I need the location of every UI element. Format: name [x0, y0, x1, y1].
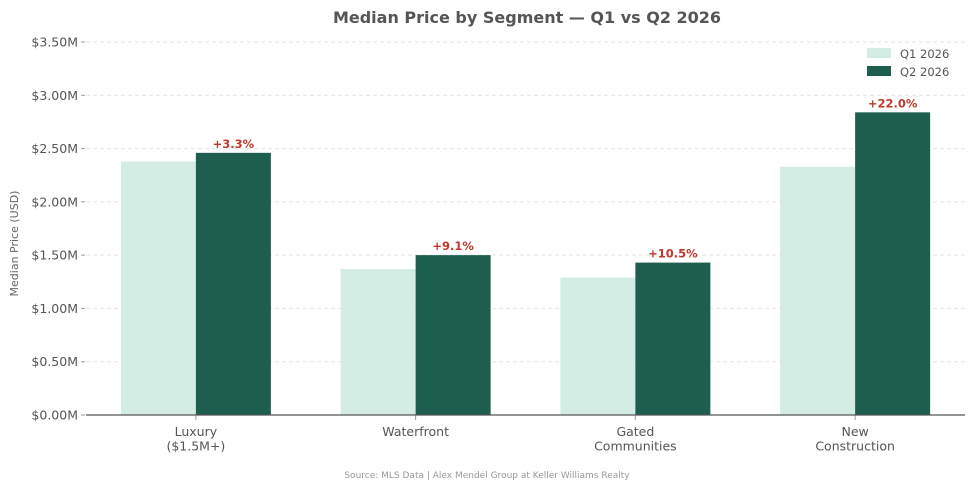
y-tick-label: $2.00M — [31, 194, 78, 209]
legend-label: Q1 2026 — [900, 47, 949, 61]
change-label: +3.3% — [213, 137, 255, 151]
x-tick-label: New — [841, 424, 868, 439]
bar-q2-2 — [635, 262, 711, 415]
legend-swatch-q1 — [867, 48, 891, 58]
y-tick-label: $3.50M — [31, 35, 78, 50]
bar-q1-1 — [340, 268, 416, 415]
legend-label: Q2 2026 — [900, 65, 949, 79]
x-tick-label: Waterfront — [382, 424, 449, 439]
bar-q2-1 — [415, 255, 491, 415]
y-tick-label: $0.50M — [31, 354, 78, 369]
x-tick-label: Luxury — [175, 424, 218, 439]
source-note: Source: MLS Data | Alex Mendel Group at … — [344, 471, 630, 481]
x-tick-label: Gated — [616, 424, 654, 439]
chart-title: Median Price by Segment — Q1 vs Q2 2026 — [333, 8, 721, 27]
change-label: +10.5% — [648, 247, 698, 261]
x-tick-label: Communities — [594, 439, 677, 454]
change-label: +22.0% — [868, 96, 918, 110]
y-tick-label: $1.00M — [31, 301, 78, 316]
y-tick-label: $0.00M — [31, 408, 78, 423]
legend-swatch-q2 — [867, 66, 891, 76]
change-label: +9.1% — [432, 239, 474, 253]
bar-q1-3 — [780, 166, 856, 415]
bar-q2-3 — [855, 112, 931, 415]
bar-q1-0 — [120, 161, 196, 415]
y-tick-label: $1.50M — [31, 248, 78, 263]
y-tick-label: $3.00M — [31, 88, 78, 103]
bar-q2-0 — [195, 152, 271, 415]
y-axis-label: Median Price (USD) — [8, 191, 21, 297]
y-tick-label: $2.50M — [31, 141, 78, 156]
bar-q1-2 — [560, 277, 636, 415]
x-tick-label: Construction — [815, 439, 895, 454]
x-tick-label: ($1.5M+) — [166, 439, 225, 454]
